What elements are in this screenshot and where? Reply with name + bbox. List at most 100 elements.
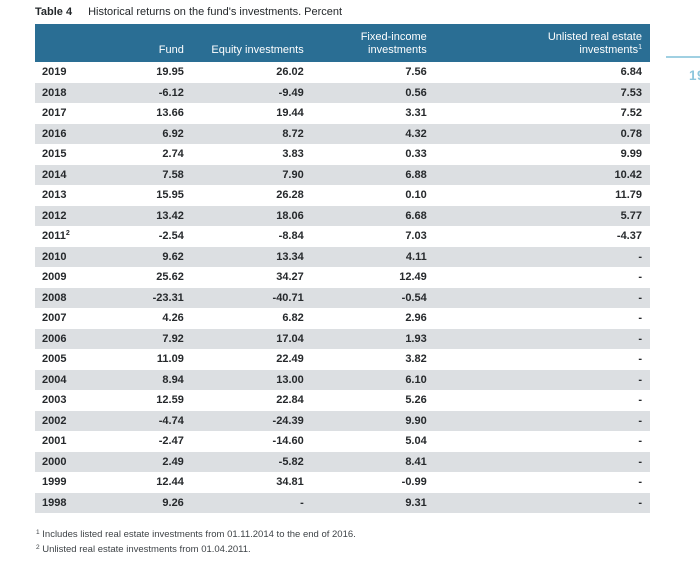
cell-fund: -2.54 <box>158 230 184 243</box>
cell-unlisted-real-estate-investments: - <box>638 414 642 427</box>
cell-year: 2007 <box>42 312 67 325</box>
page-margin-rule <box>666 56 700 58</box>
cell-fund: 13.66 <box>156 107 184 120</box>
cell-fund: 12.59 <box>156 394 184 407</box>
cell-equity-investments: 26.02 <box>276 66 304 79</box>
cell-fixed-income-investments: 9.90 <box>405 414 427 427</box>
header-fixed-income-investments: Fixed-income investments <box>360 31 427 56</box>
header-unlisted-line1: Unlisted real estate <box>547 31 642 43</box>
cell-equity-investments: - <box>300 496 304 509</box>
cell-fixed-income-investments: 4.32 <box>405 127 427 140</box>
footnote-marker-2: 2 <box>65 230 70 238</box>
cell-fund: 19.95 <box>156 66 184 79</box>
cell-equity-investments: 19.44 <box>276 107 304 120</box>
cell-unlisted-real-estate-investments: - <box>638 271 642 284</box>
cell-year: 2016 <box>42 127 67 140</box>
cell-year: 2008 <box>42 291 67 304</box>
cell-equity-investments: 34.27 <box>276 271 304 284</box>
table-caption-label: Table 4 <box>35 6 73 18</box>
cell-equity-investments: 17.04 <box>276 332 304 345</box>
cell-fixed-income-investments: 7.56 <box>405 66 427 79</box>
cell-fixed-income-investments: 0.56 <box>405 86 427 99</box>
header-year <box>35 57 112 62</box>
cell-year: 2015 <box>42 148 67 161</box>
cell-fund: 11.09 <box>156 353 184 366</box>
cell-fund: 13.42 <box>156 209 184 222</box>
table-row: 2013 15.95 26.28 0.10 11.79 <box>35 185 650 206</box>
footnote-1-text: Includes listed real estate investments … <box>42 529 356 540</box>
table-caption: Table 4 Historical returns on the fund's … <box>35 6 342 18</box>
table-row: 2006 7.92 17.04 1.93 - <box>35 328 650 349</box>
cell-unlisted-real-estate-investments: 7.52 <box>620 107 642 120</box>
cell-unlisted-real-estate-investments: - <box>638 394 642 407</box>
cell-year: 2018 <box>42 86 67 99</box>
table-caption-text: Historical returns on the fund's investm… <box>88 6 343 18</box>
cell-unlisted-real-estate-investments: - <box>638 250 642 263</box>
table-row: 2003 12.59 22.84 5.26 - <box>35 390 650 411</box>
footnote-2: 2 Unlisted real estate investments from … <box>36 542 356 557</box>
cell-fixed-income-investments: 6.88 <box>405 168 427 181</box>
page-number: 19 <box>688 68 700 83</box>
table-row: 2012 13.42 18.06 6.68 5.77 <box>35 205 650 226</box>
cell-unlisted-real-estate-investments: - <box>638 496 642 509</box>
cell-fund: -6.12 <box>158 86 184 99</box>
cell-year: 2010 <box>42 250 67 263</box>
cell-equity-investments: 13.34 <box>276 250 304 263</box>
cell-year: 2017 <box>42 107 67 120</box>
cell-unlisted-real-estate-investments: - <box>638 291 642 304</box>
cell-unlisted-real-estate-investments: 5.77 <box>620 209 642 222</box>
cell-year: 2006 <box>42 332 67 345</box>
cell-unlisted-real-estate-investments: - <box>638 373 642 386</box>
table-row: 2007 4.26 6.82 2.96 - <box>35 308 650 329</box>
cell-fund: 6.92 <box>162 127 184 140</box>
cell-equity-investments: 22.49 <box>276 353 304 366</box>
cell-fixed-income-investments: 5.26 <box>405 394 427 407</box>
table-row: 2014 7.58 7.90 6.88 10.42 <box>35 164 650 185</box>
cell-fund: 8.94 <box>162 373 184 386</box>
cell-fixed-income-investments: 3.31 <box>405 107 427 120</box>
header-equity-investments: Equity investments <box>211 44 304 56</box>
table-row: 2015 2.74 3.83 0.33 9.99 <box>35 144 650 165</box>
cell-fixed-income-investments: 12.49 <box>399 271 427 284</box>
cell-year: 2013 <box>42 189 67 202</box>
cell-unlisted-real-estate-investments: -4.37 <box>616 230 642 243</box>
cell-year: 2004 <box>42 373 67 386</box>
header-unlisted-real-estate-investments: Unlisted real estate investments1 <box>435 31 650 62</box>
cell-year: 2014 <box>42 168 67 181</box>
cell-unlisted-real-estate-investments: 7.53 <box>620 86 642 99</box>
cell-equity-investments: 7.90 <box>282 168 304 181</box>
cell-equity-investments: -40.71 <box>272 291 304 304</box>
table-row: 1999 12.44 34.81 -0.99 - <box>35 472 650 493</box>
cell-equity-investments: 8.72 <box>282 127 304 140</box>
cell-equity-investments: -24.39 <box>272 414 304 427</box>
cell-year: 2000 <box>42 455 67 468</box>
cell-unlisted-real-estate-investments: - <box>638 435 642 448</box>
cell-year: 2019 <box>42 66 67 79</box>
cell-fund: -23.31 <box>152 291 184 304</box>
cell-equity-investments: -5.82 <box>278 455 304 468</box>
cell-fixed-income-investments: 7.03 <box>405 230 427 243</box>
table-row: 2019 19.95 26.02 7.56 6.84 <box>35 62 650 83</box>
historical-returns-table: Fund Equity investments Fixed-income inv… <box>35 24 650 513</box>
cell-year: 1998 <box>42 496 67 509</box>
cell-unlisted-real-estate-investments: 6.84 <box>620 66 642 79</box>
cell-fixed-income-investments: -0.54 <box>401 291 427 304</box>
header-unlisted-line2: investments <box>579 44 639 56</box>
cell-fixed-income-investments: 6.10 <box>405 373 427 386</box>
cell-year: 2001 <box>42 435 67 448</box>
cell-unlisted-real-estate-investments: - <box>638 332 642 345</box>
cell-fund: -4.74 <box>158 414 184 427</box>
cell-equity-investments: 22.84 <box>276 394 304 407</box>
cell-fixed-income-investments: 9.31 <box>405 496 427 509</box>
cell-fund: 4.26 <box>162 312 184 325</box>
table-row: 2016 6.92 8.72 4.32 0.78 <box>35 123 650 144</box>
cell-fund: 15.95 <box>156 189 184 202</box>
cell-fund: 2.74 <box>162 148 184 161</box>
table-row: 2005 11.09 22.49 3.82 - <box>35 349 650 370</box>
cell-fund: 12.44 <box>156 476 184 489</box>
cell-equity-investments: 26.28 <box>276 189 304 202</box>
cell-equity-investments: 18.06 <box>276 209 304 222</box>
table-header-row: Fund Equity investments Fixed-income inv… <box>35 24 650 62</box>
cell-year: 2003 <box>42 394 67 407</box>
